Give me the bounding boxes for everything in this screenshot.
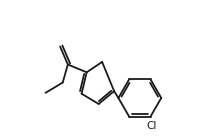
Text: Cl: Cl <box>146 121 157 131</box>
